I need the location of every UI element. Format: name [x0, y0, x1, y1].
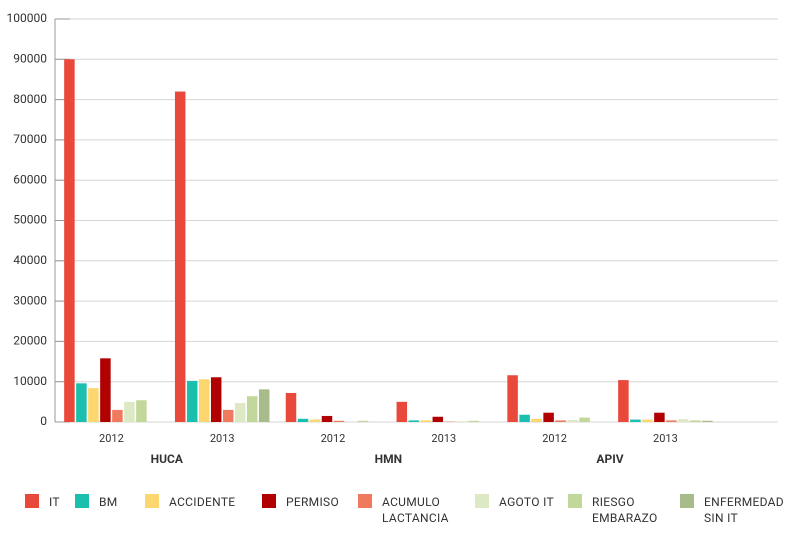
bar	[258, 389, 270, 422]
legend-item[interactable]: ACUMULO LACTANCIA	[358, 494, 467, 526]
bar	[357, 420, 369, 422]
legend-label: ACUMULO LACTANCIA	[382, 495, 449, 525]
bar	[543, 412, 554, 422]
legend-label: IT	[49, 495, 60, 509]
bar	[507, 375, 518, 422]
y-tick-label: 90000	[13, 51, 47, 65]
bar	[468, 420, 480, 422]
legend-swatch	[145, 494, 159, 508]
bar	[222, 409, 234, 422]
y-tick-label: 40000	[13, 253, 47, 267]
bar	[531, 418, 542, 422]
bar	[100, 358, 111, 422]
legend-item[interactable]: RIESGO EMBARAZO	[568, 494, 677, 526]
bar	[333, 420, 345, 422]
bar	[64, 59, 75, 423]
legend-item[interactable]: IT	[25, 494, 134, 510]
legend-label: ACCIDENTE	[169, 495, 236, 509]
y-tick-label: 70000	[13, 132, 47, 146]
legend-swatch	[75, 494, 89, 508]
legend-swatch	[568, 494, 582, 508]
bar	[408, 420, 420, 422]
legend-item[interactable]: AGOTO IT	[475, 494, 584, 510]
legend-item[interactable]: BM	[75, 494, 184, 510]
legend-label: RIESGO EMBARAZO	[592, 495, 658, 525]
bar	[567, 419, 578, 422]
bar	[555, 420, 566, 422]
bar	[321, 415, 333, 422]
bar	[702, 420, 713, 422]
group-label: HUCA	[151, 452, 184, 466]
x-tick-label: 2013	[210, 432, 235, 445]
bar	[76, 383, 87, 422]
y-tick-label: 100000	[7, 11, 48, 25]
legend-label: BM	[99, 495, 118, 509]
bar	[579, 417, 590, 422]
y-tick-label: 50000	[13, 213, 47, 227]
bar	[642, 419, 653, 422]
bar	[630, 419, 641, 422]
bar	[186, 380, 198, 422]
bar	[112, 409, 123, 422]
x-tick-label: 2012	[321, 432, 346, 445]
legend-swatch	[262, 494, 276, 508]
bar	[666, 420, 677, 422]
legend-label: ENFERMEDAD SIN IT	[704, 495, 784, 525]
legend-item[interactable]: ACCIDENTE	[145, 494, 254, 510]
group-label: APIV	[596, 452, 623, 466]
bar	[432, 416, 444, 422]
x-tick-label: 2012	[542, 432, 567, 445]
y-tick-label: 60000	[13, 172, 47, 186]
y-tick-label: 20000	[13, 334, 47, 348]
legend-swatch	[358, 494, 372, 508]
legend-label: AGOTO IT	[499, 495, 554, 509]
x-tick-label: 2013	[653, 432, 678, 445]
y-tick-label: 10000	[13, 374, 47, 388]
bar	[285, 392, 297, 422]
legend-swatch	[475, 494, 489, 508]
y-tick-label: 80000	[13, 92, 47, 106]
bar	[234, 403, 246, 422]
y-tick-label: 0	[40, 414, 47, 428]
bar	[309, 419, 321, 422]
bar	[174, 91, 186, 422]
legend-swatch	[25, 494, 39, 508]
bar	[618, 380, 629, 422]
bar	[297, 418, 309, 422]
bar	[519, 414, 530, 422]
bar	[88, 388, 99, 422]
legend-swatch	[680, 494, 694, 508]
bar	[420, 420, 432, 422]
legend-item[interactable]: PERMISO	[262, 494, 371, 510]
bar	[654, 412, 665, 422]
bar	[246, 396, 258, 422]
bar	[210, 377, 222, 422]
chart: 0 10000 20000 30000 40000 50000 60000 70000 8000…	[7, 11, 778, 466]
group-label: HMN	[375, 452, 402, 466]
bar	[456, 421, 468, 422]
bar	[124, 401, 135, 422]
x-tick-label: 2012	[99, 432, 124, 445]
bar	[678, 419, 689, 422]
bar	[396, 401, 408, 422]
legend-item[interactable]: ENFERMEDAD SIN IT	[680, 494, 794, 526]
x-tick-label: 2013	[431, 432, 456, 445]
bar	[690, 420, 701, 422]
bar	[136, 400, 147, 422]
legend-label: PERMISO	[286, 495, 340, 509]
y-tick-label: 30000	[13, 293, 47, 307]
bar	[198, 379, 210, 422]
